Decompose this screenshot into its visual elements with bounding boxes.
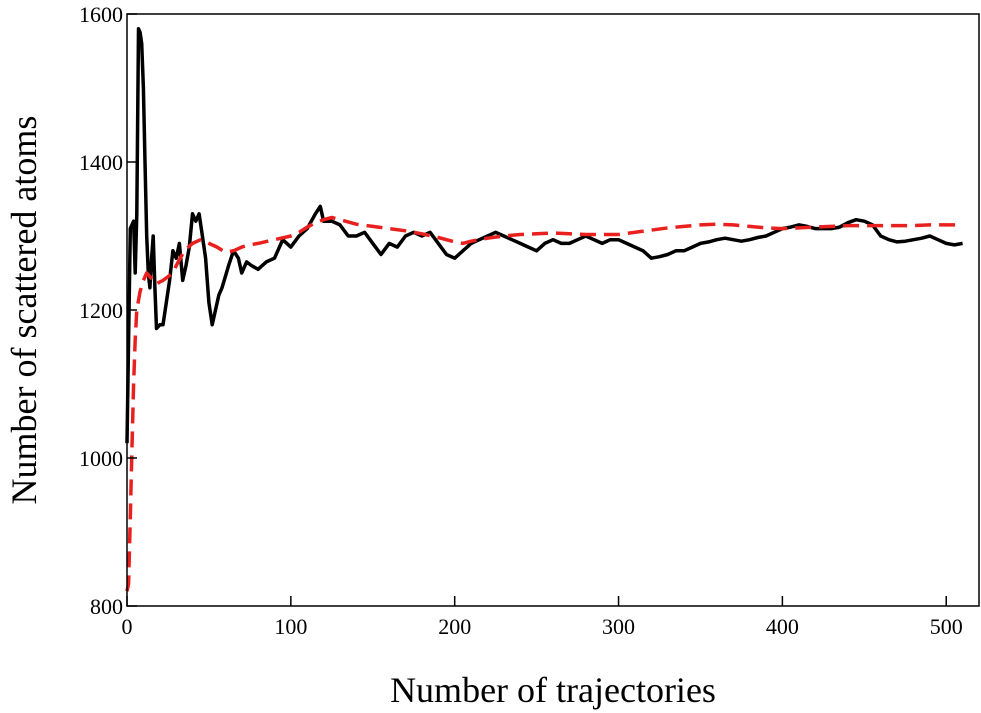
x-tick-label: 100 [274,614,307,639]
series-layer [125,27,963,592]
plot-frame [126,13,980,607]
x-tick-label: 300 [602,614,635,639]
y-tick-label: 1000 [79,446,123,471]
y-axis: 800 1000 1200 1400 1600 [79,2,137,619]
y-tick-label: 800 [90,594,123,619]
y-tick-label: 1400 [79,150,123,175]
y-tick-label: 1200 [79,298,123,323]
x-tick-label: 200 [438,614,471,639]
x-tick-label: 400 [766,614,799,639]
series-line-solid [125,27,963,444]
y-axis-title: Number of scattered atoms [4,116,44,505]
x-tick-label: 0 [122,614,133,639]
series-line-dashed [125,215,963,592]
y-tick-label: 1600 [79,2,123,27]
x-axis-title: Number of trajectories [390,670,716,710]
x-axis: 0 100 200 300 400 500 [122,596,963,639]
x-tick-label: 500 [930,614,963,639]
